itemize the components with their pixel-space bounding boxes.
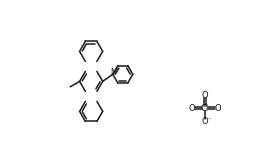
Text: O: O bbox=[202, 117, 208, 126]
Text: +: + bbox=[113, 67, 119, 73]
Text: ⁻: ⁻ bbox=[207, 118, 211, 124]
Text: O: O bbox=[215, 104, 221, 113]
Text: O: O bbox=[202, 91, 208, 100]
Text: N: N bbox=[110, 68, 116, 77]
Text: Cl: Cl bbox=[201, 104, 209, 113]
Text: O: O bbox=[189, 104, 195, 113]
